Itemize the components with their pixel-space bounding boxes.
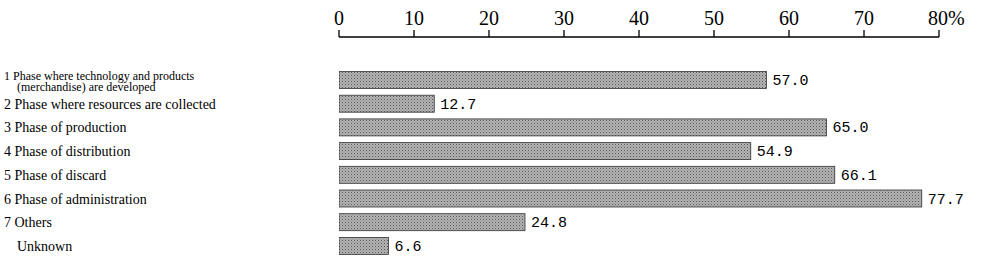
tick-label: 60 [779, 7, 799, 29]
data-label: 54.9 [757, 144, 793, 161]
tick-mark [638, 30, 639, 37]
x-axis: 0 10 20 30 40 50 60 70 80% [334, 7, 965, 37]
category-label: 1 Phase where technology and products(me… [4, 69, 195, 94]
bar [339, 166, 835, 183]
chart: 0 10 20 30 40 50 60 70 80% 57.0 12.7 65.0 54.9 66.1 77… [0, 0, 1001, 272]
tick-label: 70 [854, 7, 874, 29]
data-label: 66.1 [841, 168, 877, 185]
tick-mark [713, 30, 714, 37]
bar [339, 95, 434, 112]
category-label: 4 Phase of distribution [4, 144, 130, 159]
bar [339, 143, 751, 160]
category-label: Unknown [17, 239, 72, 254]
bar [339, 190, 922, 207]
bar [339, 214, 525, 231]
category-label: 5 Phase of discard [4, 168, 106, 183]
tick-label: 10 [404, 7, 424, 29]
category-label: 2 Phase where resources are collected [4, 97, 216, 112]
data-label: 77.7 [928, 192, 964, 209]
category-labels: 1 Phase where technology and products(me… [4, 69, 216, 254]
bar [339, 119, 827, 136]
tick-label: 20 [479, 7, 499, 29]
tick-label: 80% [928, 7, 965, 29]
bars [339, 72, 922, 255]
tick-label: 30 [554, 7, 574, 29]
tick-mark [488, 30, 489, 37]
data-labels: 57.0 12.7 65.0 54.9 66.1 77.7 24.8 6.6 [395, 73, 964, 256]
data-label: 6.6 [395, 239, 422, 256]
tick-mark [413, 30, 414, 37]
tick-label: 50 [704, 7, 724, 29]
category-label: 7 Others [4, 215, 52, 230]
category-label: 6 Phase of administration [4, 192, 147, 207]
tick-mark [338, 30, 339, 37]
bar [339, 237, 389, 254]
data-label: 12.7 [440, 97, 476, 114]
data-label: 57.0 [773, 73, 809, 90]
tick-mark [863, 30, 864, 37]
data-label: 65.0 [833, 120, 869, 137]
tick-label: 0 [334, 7, 344, 29]
bar [339, 72, 767, 89]
tick-mark [563, 30, 564, 37]
data-label: 24.8 [531, 215, 567, 232]
tick-mark [788, 30, 789, 37]
category-label: 3 Phase of production [4, 120, 126, 135]
tick-label: 40 [629, 7, 649, 29]
tick-mark [938, 30, 939, 37]
